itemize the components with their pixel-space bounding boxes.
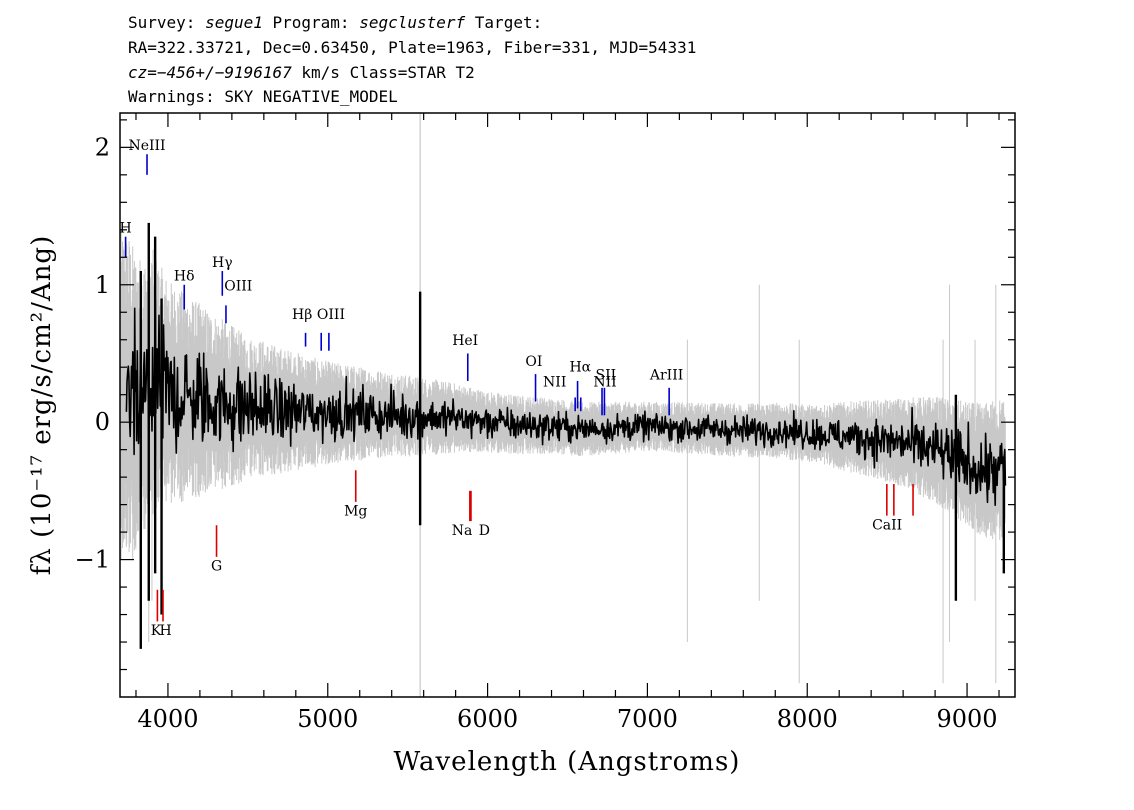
axis-ticks xyxy=(120,113,1015,697)
header: Survey: segue1 Program: segclusterf Targ… xyxy=(128,13,696,106)
spectral-line-label: HeI xyxy=(452,333,478,349)
header-line-4: Warnings: SKY NEGATIVE_MODEL xyxy=(128,87,398,106)
header-line-3: cz=−456+/−9196167 km/s Class=STAR T2 xyxy=(128,63,475,82)
y-tick-label: 1 xyxy=(95,271,110,299)
spectral-line-label: Hα xyxy=(569,359,591,375)
spectral-line-label: Na xyxy=(452,523,473,539)
spectral-line-label: Hγ xyxy=(212,255,233,271)
x-tick-label: 9000 xyxy=(937,705,998,733)
spectral-line-label: NeIII xyxy=(128,138,165,154)
x-axis-title: Wavelength (Angstroms) xyxy=(394,747,741,777)
spectral-line-label: CaII xyxy=(872,517,902,533)
spectral-line-label: SII xyxy=(596,368,617,384)
flux-spectrum xyxy=(125,286,1007,506)
y-axis-title: fλ (10⁻¹⁷ erg/s/cm²/Ang) xyxy=(27,235,57,575)
axis-tick-labels: 4000 5000 6000 7000 8000 9000 −1 0 1 2 xyxy=(75,133,998,733)
x-tick-label: 6000 xyxy=(457,705,518,733)
x-tick-label: 7000 xyxy=(617,705,678,733)
header-line-1: Survey: segue1 Program: segclusterf Targ… xyxy=(128,13,542,32)
spectral-line-label: H xyxy=(159,623,171,639)
spectral-line-label: ArIII xyxy=(649,368,683,384)
spectral-line-label: Hδ xyxy=(174,269,195,285)
spectral-line-label: H xyxy=(119,221,131,237)
header-line-2: RA=322.33721, Dec=0.63450, Plate=1963, F… xyxy=(128,38,696,57)
y-tick-label: 2 xyxy=(95,133,110,161)
x-tick-label: 4000 xyxy=(137,705,198,733)
x-tick-label: 5000 xyxy=(297,705,358,733)
spectral-line-label: OIII xyxy=(317,307,345,323)
x-tick-label: 8000 xyxy=(777,705,838,733)
spectral-line-label: G xyxy=(211,559,222,575)
y-tick-label: −1 xyxy=(75,546,110,574)
spectral-line-label: OIII xyxy=(224,278,252,294)
spectral-line-label: Mg xyxy=(344,504,367,520)
spectral-line-label: NII xyxy=(543,374,566,390)
spectral-line-label: OI xyxy=(525,354,542,370)
spectral-line-label: D xyxy=(479,523,490,539)
plot-frame xyxy=(119,112,1016,698)
spectral-line-label: Hβ xyxy=(292,307,312,323)
y-tick-label: 0 xyxy=(95,408,110,436)
spectral-line-label: K xyxy=(151,623,162,639)
spectral-line-label: NII xyxy=(593,374,616,390)
